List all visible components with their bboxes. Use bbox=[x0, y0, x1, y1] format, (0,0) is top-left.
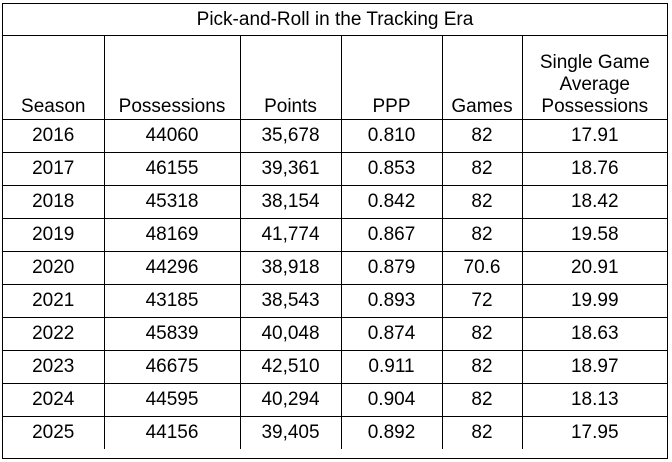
cell-points: 42,510 bbox=[240, 350, 342, 384]
cell-ppp: 0.892 bbox=[341, 416, 443, 449]
cell-points: 35,678 bbox=[240, 119, 342, 153]
cell-points: 38,918 bbox=[240, 251, 342, 285]
cell-ppp: 0.879 bbox=[341, 251, 443, 285]
column-header-possessions: Possessions bbox=[104, 36, 241, 120]
column-header-points: Points bbox=[240, 36, 342, 120]
table-container: Pick-and-Roll in the Tracking Era Season… bbox=[2, 3, 668, 459]
cell-avg-possessions: 19.58 bbox=[522, 218, 667, 252]
cell-possessions: 44060 bbox=[104, 119, 241, 153]
cell-games: 82 bbox=[442, 416, 523, 449]
cell-games: 82 bbox=[442, 119, 523, 153]
column-header-single-game-average-possessions: Single Game Average Possessions bbox=[522, 36, 667, 120]
table-row: 2018 45318 38,154 0.842 82 18.42 bbox=[3, 185, 667, 219]
cell-ppp: 0.911 bbox=[341, 350, 443, 384]
cell-points: 39,361 bbox=[240, 152, 342, 186]
cell-season: 2021 bbox=[3, 284, 105, 318]
table-row: 2024 44595 40,294 0.904 82 18.13 bbox=[3, 383, 667, 417]
cell-games: 82 bbox=[442, 218, 523, 252]
cell-games: 82 bbox=[442, 152, 523, 186]
cell-avg-possessions: 18.13 bbox=[522, 383, 667, 417]
cell-ppp: 0.893 bbox=[341, 284, 443, 318]
cell-avg-possessions: 18.42 bbox=[522, 185, 667, 219]
table-row: 2019 48169 41,774 0.867 82 19.58 bbox=[3, 218, 667, 252]
header-line: Average bbox=[559, 74, 630, 95]
cell-games: 82 bbox=[442, 383, 523, 417]
table-row: 2017 46155 39,361 0.853 82 18.76 bbox=[3, 152, 667, 186]
table-row: 2025 44156 39,405 0.892 82 17.95 bbox=[3, 416, 667, 449]
table-title: Pick-and-Roll in the Tracking Era bbox=[3, 4, 667, 36]
cell-points: 40,048 bbox=[240, 317, 342, 351]
header-row: Season Possessions Points PPP Games Sing… bbox=[3, 36, 667, 120]
table-row: 2016 44060 35,678 0.810 82 17.91 bbox=[3, 119, 667, 153]
cell-points: 40,294 bbox=[240, 383, 342, 417]
column-header-games: Games bbox=[442, 36, 523, 120]
cell-avg-possessions: 20.91 bbox=[522, 251, 667, 285]
cell-season: 2025 bbox=[3, 416, 105, 449]
cell-games: 82 bbox=[442, 317, 523, 351]
cell-avg-possessions: 18.97 bbox=[522, 350, 667, 384]
column-header-ppp: PPP bbox=[341, 36, 443, 120]
cell-avg-possessions: 18.76 bbox=[522, 152, 667, 186]
cell-ppp: 0.904 bbox=[341, 383, 443, 417]
cell-ppp: 0.842 bbox=[341, 185, 443, 219]
column-header-season: Season bbox=[3, 36, 105, 120]
cell-season: 2023 bbox=[3, 350, 105, 384]
cell-possessions: 44156 bbox=[104, 416, 241, 449]
header-line: Single Game bbox=[539, 52, 650, 73]
cell-games: 72 bbox=[442, 284, 523, 318]
cell-possessions: 43185 bbox=[104, 284, 241, 318]
cell-possessions: 46155 bbox=[104, 152, 241, 186]
cell-ppp: 0.874 bbox=[341, 317, 443, 351]
cell-season: 2017 bbox=[3, 152, 105, 186]
cell-season: 2016 bbox=[3, 119, 105, 153]
cell-possessions: 48169 bbox=[104, 218, 241, 252]
cell-games: 70.6 bbox=[442, 251, 523, 285]
cell-points: 39,405 bbox=[240, 416, 342, 449]
table-body: 2016 44060 35,678 0.810 82 17.91 2017 46155 39,3… bbox=[3, 119, 667, 449]
data-table: Season Possessions Points PPP Games Sing… bbox=[3, 36, 667, 449]
cell-possessions: 44595 bbox=[104, 383, 241, 417]
cell-possessions: 45839 bbox=[104, 317, 241, 351]
cell-season: 2020 bbox=[3, 251, 105, 285]
cell-avg-possessions: 19.99 bbox=[522, 284, 667, 318]
header-line: Possessions bbox=[541, 96, 649, 117]
cell-season: 2024 bbox=[3, 383, 105, 417]
cell-possessions: 44296 bbox=[104, 251, 241, 285]
cell-season: 2019 bbox=[3, 218, 105, 252]
cell-ppp: 0.810 bbox=[341, 119, 443, 153]
cell-points: 41,774 bbox=[240, 218, 342, 252]
table-row: 2023 46675 42,510 0.911 82 18.97 bbox=[3, 350, 667, 384]
cell-ppp: 0.867 bbox=[341, 218, 443, 252]
table-row: 2020 44296 38,918 0.879 70.6 20.91 bbox=[3, 251, 667, 285]
cell-points: 38,154 bbox=[240, 185, 342, 219]
cell-season: 2022 bbox=[3, 317, 105, 351]
cell-avg-possessions: 18.63 bbox=[522, 317, 667, 351]
cell-games: 82 bbox=[442, 185, 523, 219]
cell-season: 2018 bbox=[3, 185, 105, 219]
cell-points: 38,543 bbox=[240, 284, 342, 318]
table-row: 2022 45839 40,048 0.874 82 18.63 bbox=[3, 317, 667, 351]
cell-possessions: 45318 bbox=[104, 185, 241, 219]
cell-possessions: 46675 bbox=[104, 350, 241, 384]
table-row: 2021 43185 38,543 0.893 72 19.99 bbox=[3, 284, 667, 318]
cell-avg-possessions: 17.95 bbox=[570, 422, 619, 443]
cell-games: 82 bbox=[442, 350, 523, 384]
cell-avg-possessions: 17.91 bbox=[522, 119, 667, 153]
cell-ppp: 0.853 bbox=[341, 152, 443, 186]
